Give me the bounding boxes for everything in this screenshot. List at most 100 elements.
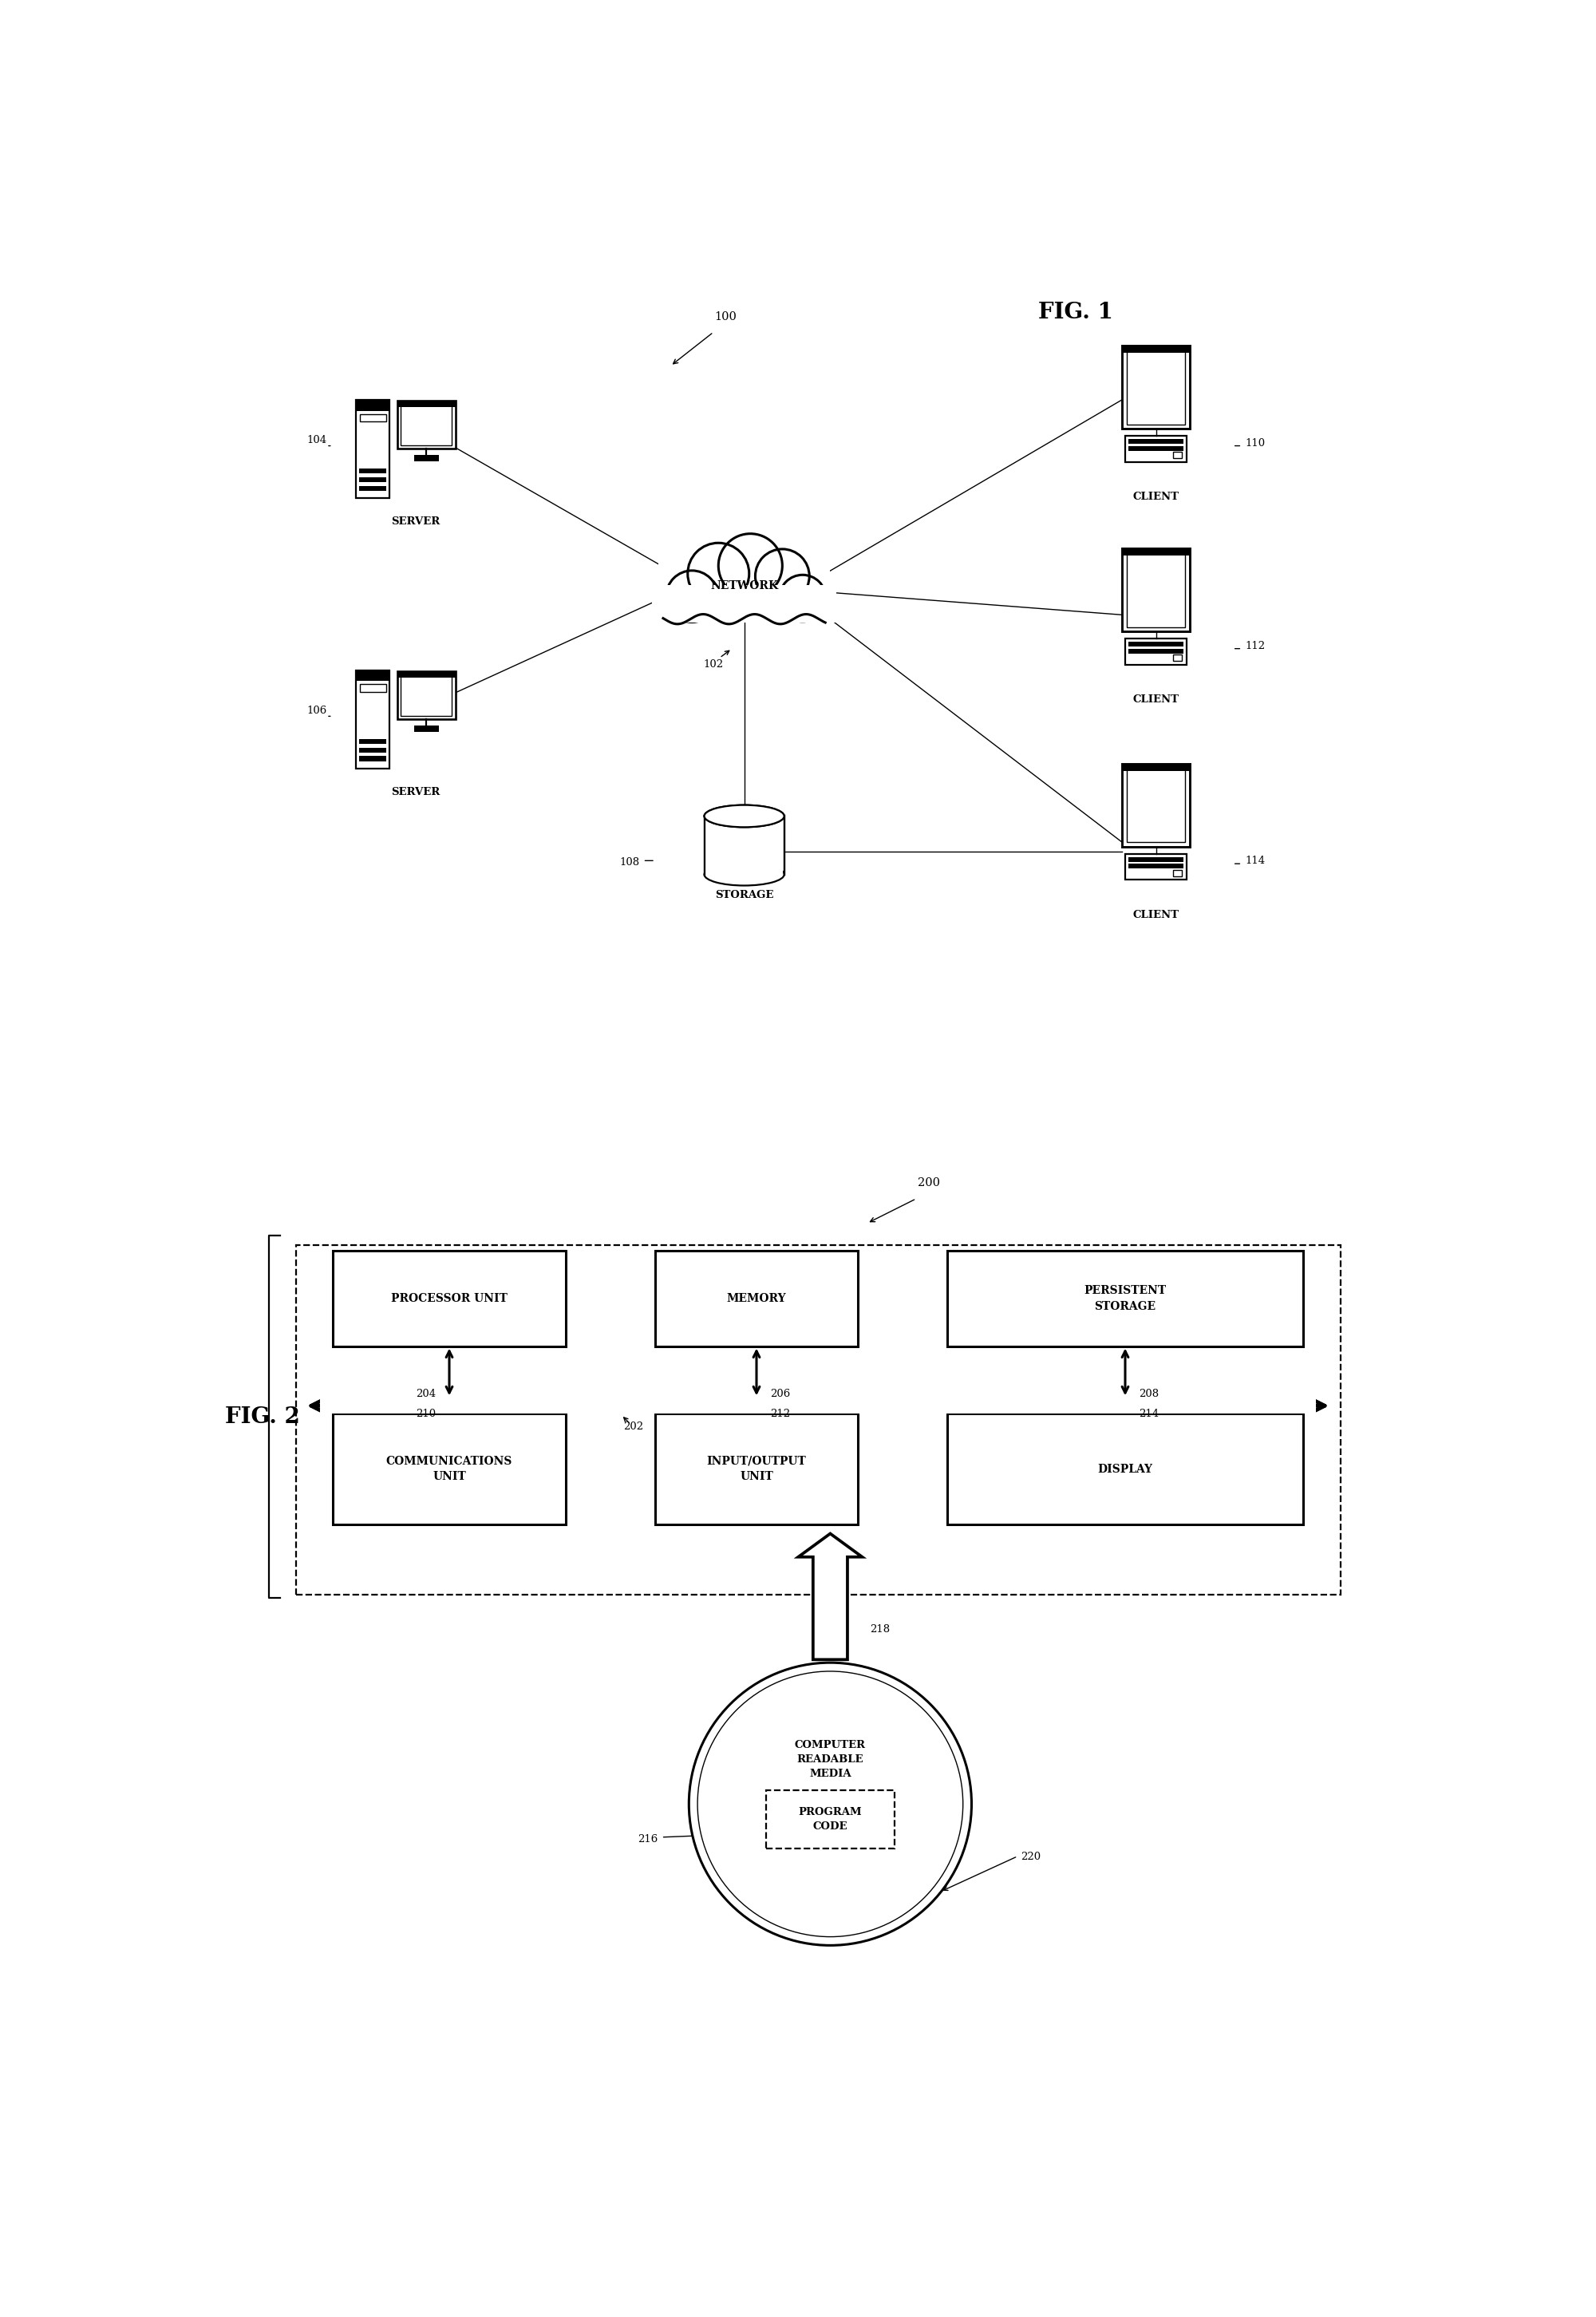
Bar bbox=[1128, 864, 1184, 869]
Text: NETWORK: NETWORK bbox=[710, 579, 779, 591]
Text: 206: 206 bbox=[769, 1388, 790, 1399]
Bar bbox=[705, 816, 784, 874]
Text: 220: 220 bbox=[1021, 1851, 1041, 1863]
Text: FIG. 1: FIG. 1 bbox=[1039, 301, 1114, 322]
Circle shape bbox=[718, 533, 782, 598]
Ellipse shape bbox=[704, 864, 784, 885]
Bar bbox=[356, 670, 389, 769]
Text: STORAGE: STORAGE bbox=[715, 890, 774, 899]
Text: COMMUNICATIONS
UNIT: COMMUNICATIONS UNIT bbox=[386, 1455, 512, 1483]
Bar bbox=[1173, 656, 1181, 660]
Text: 218: 218 bbox=[870, 1624, 891, 1633]
Bar bbox=[1128, 642, 1184, 646]
Text: 214: 214 bbox=[1138, 1409, 1159, 1420]
Bar bbox=[653, 586, 836, 623]
Circle shape bbox=[666, 570, 718, 623]
Text: 208: 208 bbox=[1138, 1388, 1159, 1399]
Bar bbox=[1125, 639, 1187, 665]
Text: FIG. 2: FIG. 2 bbox=[225, 1406, 300, 1427]
Text: 204: 204 bbox=[415, 1388, 436, 1399]
Bar bbox=[356, 670, 389, 681]
Text: 104: 104 bbox=[306, 436, 327, 445]
Text: 112: 112 bbox=[1245, 639, 1266, 651]
Bar bbox=[1128, 445, 1184, 452]
Text: PROCESSOR UNIT: PROCESSOR UNIT bbox=[391, 1293, 508, 1304]
Bar bbox=[1128, 649, 1184, 653]
Bar bbox=[1122, 549, 1189, 556]
Circle shape bbox=[689, 1664, 972, 1946]
Bar bbox=[654, 1251, 859, 1346]
Bar bbox=[704, 816, 784, 874]
Text: PROGRAM
CODE: PROGRAM CODE bbox=[798, 1807, 862, 1830]
Ellipse shape bbox=[704, 804, 784, 827]
Bar bbox=[946, 1251, 1304, 1346]
Bar bbox=[401, 405, 452, 445]
Text: SERVER: SERVER bbox=[391, 788, 440, 797]
Bar bbox=[1125, 855, 1187, 880]
Bar bbox=[397, 401, 455, 449]
Bar bbox=[359, 477, 386, 482]
Bar bbox=[1122, 345, 1189, 352]
Bar bbox=[359, 748, 386, 753]
Bar bbox=[1127, 554, 1186, 628]
Bar bbox=[1127, 767, 1186, 841]
Text: 202: 202 bbox=[624, 1420, 643, 1432]
Bar bbox=[1122, 765, 1189, 846]
Bar bbox=[397, 672, 455, 718]
Circle shape bbox=[779, 575, 827, 621]
Bar bbox=[1122, 765, 1189, 772]
Bar bbox=[359, 739, 386, 744]
Bar bbox=[1125, 436, 1187, 461]
Text: 110: 110 bbox=[1245, 438, 1266, 447]
Circle shape bbox=[755, 549, 809, 602]
Text: INPUT/OUTPUT
UNIT: INPUT/OUTPUT UNIT bbox=[707, 1455, 806, 1483]
Bar bbox=[413, 725, 439, 732]
Bar bbox=[1173, 869, 1181, 876]
Bar bbox=[1127, 350, 1186, 424]
Text: 210: 210 bbox=[415, 1409, 436, 1420]
Bar bbox=[332, 1413, 567, 1525]
Text: 212: 212 bbox=[769, 1409, 790, 1420]
Ellipse shape bbox=[704, 804, 784, 827]
Bar bbox=[1122, 345, 1189, 429]
Text: CLIENT: CLIENT bbox=[1133, 911, 1179, 920]
Bar bbox=[359, 755, 386, 760]
Bar bbox=[654, 1413, 859, 1525]
Polygon shape bbox=[798, 1534, 862, 1659]
Bar bbox=[1122, 549, 1189, 633]
Bar bbox=[359, 468, 386, 473]
Bar bbox=[401, 674, 452, 716]
Bar bbox=[1128, 438, 1184, 445]
Bar bbox=[946, 1413, 1304, 1525]
Text: 106: 106 bbox=[306, 704, 327, 716]
Text: DISPLAY: DISPLAY bbox=[1098, 1464, 1152, 1474]
Bar bbox=[356, 401, 389, 498]
Text: COMPUTER
READABLE
MEDIA: COMPUTER READABLE MEDIA bbox=[795, 1740, 865, 1779]
Text: 102: 102 bbox=[704, 658, 723, 670]
Bar bbox=[1173, 452, 1181, 459]
Text: 216: 216 bbox=[638, 1835, 658, 1844]
Text: PERSISTENT
STORAGE: PERSISTENT STORAGE bbox=[1084, 1286, 1167, 1311]
Text: CLIENT: CLIENT bbox=[1133, 491, 1179, 503]
Circle shape bbox=[688, 542, 749, 605]
Text: 114: 114 bbox=[1245, 855, 1266, 867]
Bar bbox=[413, 454, 439, 461]
Bar bbox=[766, 1789, 895, 1849]
Bar bbox=[397, 672, 455, 677]
Bar bbox=[397, 401, 455, 408]
Bar bbox=[359, 487, 386, 491]
Bar bbox=[295, 1244, 1341, 1594]
Text: 200: 200 bbox=[918, 1177, 940, 1189]
Bar bbox=[332, 1251, 567, 1346]
Text: 108: 108 bbox=[619, 857, 640, 867]
Bar bbox=[359, 415, 386, 422]
Bar bbox=[356, 401, 389, 410]
Bar bbox=[359, 684, 386, 693]
Text: SERVER: SERVER bbox=[391, 517, 440, 526]
Bar bbox=[321, 1397, 1315, 1413]
Text: MEMORY: MEMORY bbox=[726, 1293, 787, 1304]
Bar bbox=[1128, 857, 1184, 862]
Text: 100: 100 bbox=[715, 310, 737, 322]
Bar bbox=[658, 551, 830, 619]
Text: CLIENT: CLIENT bbox=[1133, 695, 1179, 704]
